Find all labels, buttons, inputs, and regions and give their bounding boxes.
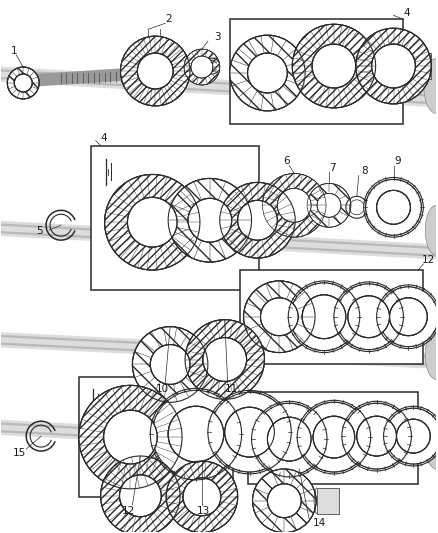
Circle shape <box>14 74 32 92</box>
Circle shape <box>356 28 431 104</box>
Circle shape <box>262 173 326 237</box>
Circle shape <box>168 406 224 462</box>
Ellipse shape <box>425 330 438 379</box>
Circle shape <box>254 403 325 475</box>
Circle shape <box>344 403 410 469</box>
Circle shape <box>357 416 396 456</box>
Circle shape <box>120 475 161 516</box>
Ellipse shape <box>425 419 438 469</box>
Circle shape <box>230 35 305 111</box>
Bar <box>91 146 259 290</box>
Text: 3: 3 <box>215 32 221 42</box>
Circle shape <box>336 284 402 350</box>
Text: 4: 4 <box>100 133 107 143</box>
Circle shape <box>7 67 39 99</box>
Text: 10: 10 <box>155 384 169 394</box>
Circle shape <box>268 417 311 461</box>
Circle shape <box>79 385 182 489</box>
Text: 8: 8 <box>361 166 368 175</box>
Circle shape <box>372 44 415 88</box>
Circle shape <box>152 390 240 478</box>
Circle shape <box>348 296 389 337</box>
Circle shape <box>261 298 298 336</box>
Circle shape <box>313 416 355 458</box>
Circle shape <box>132 327 208 402</box>
Text: 1: 1 <box>11 46 18 56</box>
Circle shape <box>166 461 238 532</box>
Circle shape <box>307 183 351 227</box>
Circle shape <box>389 298 427 336</box>
Circle shape <box>277 188 311 222</box>
Circle shape <box>138 53 173 89</box>
Text: 15: 15 <box>13 448 26 458</box>
Circle shape <box>210 392 289 472</box>
Circle shape <box>127 197 177 247</box>
Circle shape <box>105 174 200 270</box>
Text: 6: 6 <box>283 156 290 166</box>
Text: 9: 9 <box>394 156 401 166</box>
Circle shape <box>168 179 251 262</box>
Circle shape <box>185 320 265 399</box>
Circle shape <box>268 484 301 518</box>
Text: 12: 12 <box>122 506 135 516</box>
Circle shape <box>203 337 247 382</box>
Circle shape <box>385 408 438 464</box>
Bar <box>230 19 403 124</box>
Text: 12: 12 <box>422 255 435 265</box>
Circle shape <box>188 198 232 242</box>
Circle shape <box>101 456 180 533</box>
Circle shape <box>366 180 421 235</box>
Text: 7: 7 <box>328 163 335 173</box>
Bar <box>247 392 418 484</box>
Circle shape <box>290 283 358 351</box>
Circle shape <box>247 53 287 93</box>
Bar <box>317 488 339 514</box>
Text: 13: 13 <box>197 506 211 516</box>
Circle shape <box>396 419 430 453</box>
Text: 5: 5 <box>36 226 42 236</box>
Circle shape <box>238 200 277 240</box>
Bar <box>79 377 233 497</box>
Circle shape <box>253 469 316 532</box>
Circle shape <box>183 478 221 516</box>
Ellipse shape <box>425 205 438 255</box>
Circle shape <box>302 295 346 338</box>
Circle shape <box>191 56 213 78</box>
Circle shape <box>312 44 356 88</box>
Text: 11: 11 <box>225 384 238 394</box>
Circle shape <box>292 25 376 108</box>
Circle shape <box>378 287 438 346</box>
Circle shape <box>120 36 190 106</box>
Circle shape <box>220 182 295 258</box>
Bar <box>413 53 431 79</box>
Circle shape <box>104 410 157 464</box>
Text: 14: 14 <box>312 518 326 528</box>
Text: 2: 2 <box>165 14 171 25</box>
Bar <box>240 270 423 365</box>
Circle shape <box>244 281 315 352</box>
Circle shape <box>184 49 220 85</box>
Text: 4: 4 <box>403 9 410 18</box>
Circle shape <box>317 193 341 217</box>
Ellipse shape <box>424 59 438 114</box>
Circle shape <box>299 402 369 472</box>
Circle shape <box>225 407 274 457</box>
Circle shape <box>377 190 410 224</box>
Circle shape <box>150 345 190 384</box>
